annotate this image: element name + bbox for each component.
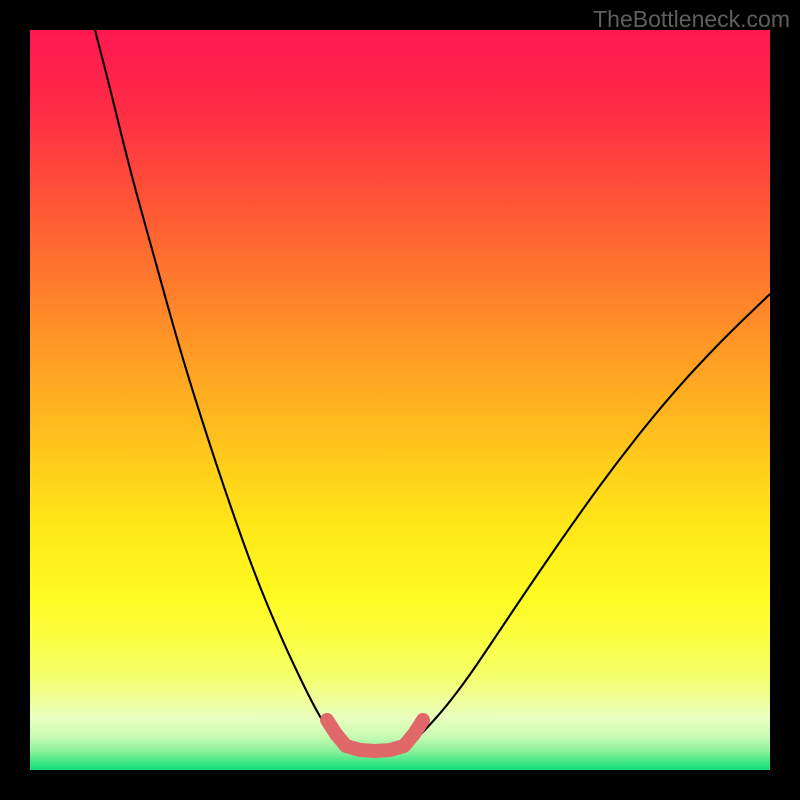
bottleneck-chart (0, 0, 800, 800)
plot-background (30, 30, 770, 770)
watermark-text: TheBottleneck.com (593, 6, 790, 33)
